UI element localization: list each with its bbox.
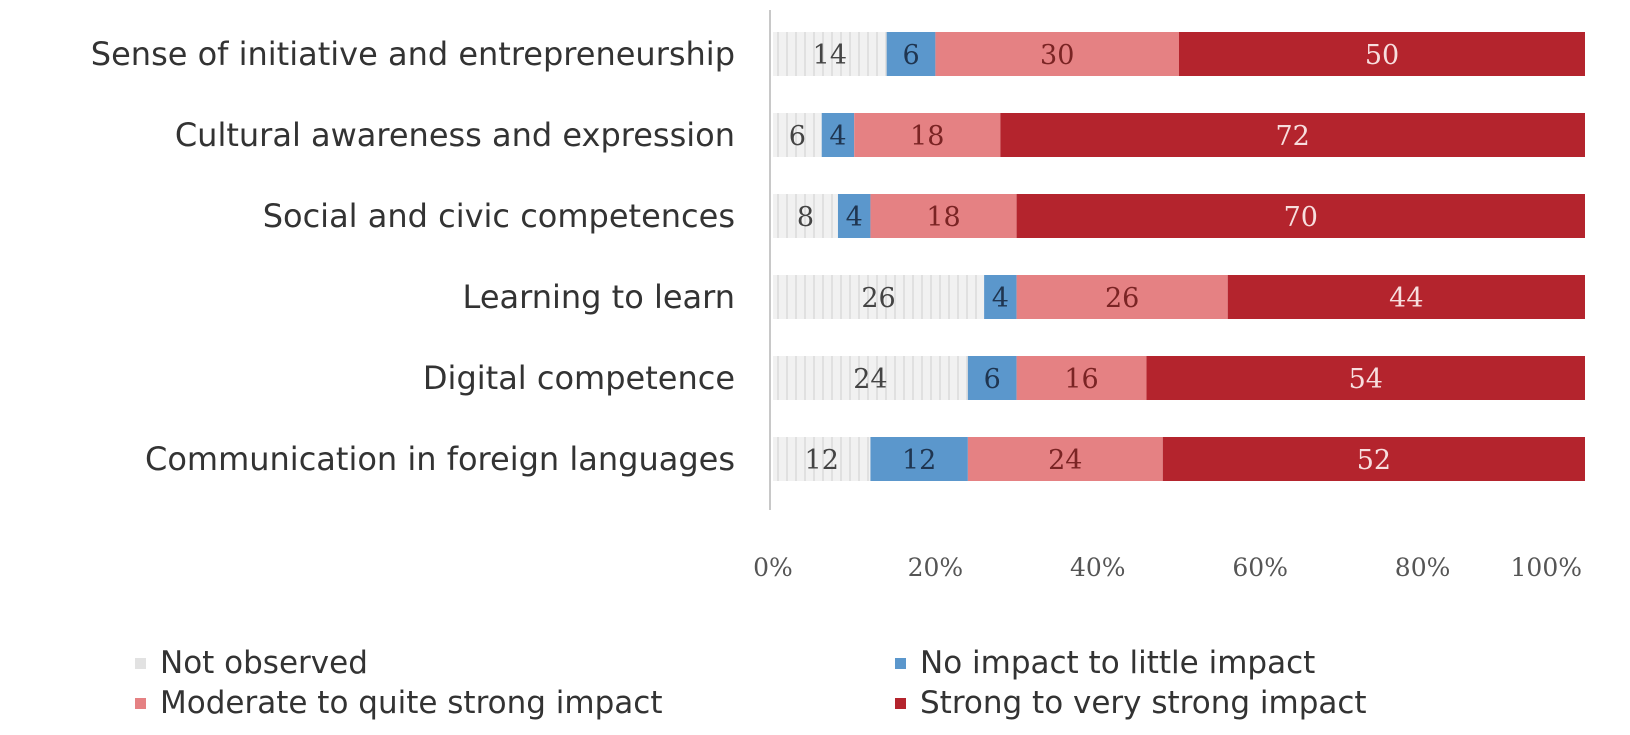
legend-item: No impact to little impact xyxy=(895,645,1315,681)
data-label: 16 xyxy=(1064,364,1098,395)
category-labels: Sense of initiative and entrepreneurship… xyxy=(91,35,735,478)
category-label: Social and civic competences xyxy=(263,197,735,235)
bar-segment xyxy=(1227,275,1585,319)
data-label: 6 xyxy=(902,40,919,71)
legend-label: No impact to little impact xyxy=(920,645,1316,681)
bar-segment xyxy=(1000,113,1585,157)
data-label: 4 xyxy=(846,202,863,233)
data-label: 70 xyxy=(1284,202,1318,233)
x-tick-label: 20% xyxy=(908,553,964,582)
legend-item: Strong to very strong impact xyxy=(895,685,1367,721)
bar-segment xyxy=(837,194,871,238)
data-label: 24 xyxy=(1048,445,1082,476)
legend-label: Not observed xyxy=(160,645,368,681)
bar-segment xyxy=(821,113,855,157)
x-tick-label: 40% xyxy=(1070,553,1126,582)
data-label: 54 xyxy=(1349,364,1383,395)
legend-swatch xyxy=(895,697,906,709)
data-label: 24 xyxy=(853,364,887,395)
bar-segment xyxy=(854,113,1001,157)
x-tick-label: 80% xyxy=(1395,553,1451,582)
data-label: 6 xyxy=(984,364,1001,395)
category-label: Communication in foreign languages xyxy=(145,440,735,478)
data-label: 30 xyxy=(1040,40,1074,71)
bar-segment xyxy=(1162,437,1585,481)
data-label: 8 xyxy=(797,202,814,233)
data-label: 14 xyxy=(813,40,847,71)
bar-segment xyxy=(870,194,1017,238)
data-label: 18 xyxy=(910,121,944,152)
legend-item: Moderate to quite strong impact xyxy=(135,685,662,721)
data-label: 52 xyxy=(1357,445,1391,476)
data-label: 4 xyxy=(992,283,1009,314)
x-tick-label: 0% xyxy=(753,553,793,582)
data-label: 44 xyxy=(1389,283,1423,314)
category-label: Sense of initiative and entrepreneurship xyxy=(91,35,735,73)
legend: Not observed No impact to little impact Mo… xyxy=(135,645,1535,735)
x-axis-ticks: 0% 20% 40% 60% 80% 100% xyxy=(753,553,1582,582)
legend-swatch xyxy=(135,697,146,709)
bar-segment xyxy=(773,32,887,76)
data-label: 6 xyxy=(789,121,806,152)
bar-segment xyxy=(1016,194,1585,238)
bar-segment xyxy=(773,437,871,481)
data-label: 18 xyxy=(926,202,960,233)
bar-segment xyxy=(773,275,985,319)
data-label: 26 xyxy=(861,283,895,314)
bar-segment xyxy=(1016,275,1228,319)
category-label: Digital competence xyxy=(423,359,735,397)
legend-label: Moderate to quite strong impact xyxy=(160,685,663,721)
bar-segment xyxy=(967,437,1163,481)
bar-segment xyxy=(1146,356,1585,400)
legend-label: Strong to very strong impact xyxy=(920,685,1367,721)
bar-segment xyxy=(935,32,1179,76)
category-label: Cultural awareness and expression xyxy=(175,116,735,154)
bar-segment xyxy=(984,275,1017,319)
data-label: 12 xyxy=(805,445,839,476)
legend-swatch xyxy=(135,657,146,669)
data-label: 12 xyxy=(902,445,936,476)
legend-item: Not observed xyxy=(135,645,368,681)
bar-segment xyxy=(967,356,1017,400)
data-label: 4 xyxy=(829,121,846,152)
bar-segment xyxy=(1179,32,1585,76)
bar-segment xyxy=(886,32,936,76)
bar-segment xyxy=(773,194,838,238)
x-tick-label: 100% xyxy=(1511,553,1582,582)
bar-segment xyxy=(773,113,822,157)
data-label: 50 xyxy=(1365,40,1399,71)
category-label: Learning to learn xyxy=(463,278,735,316)
data-label: 72 xyxy=(1276,121,1310,152)
data-label: 26 xyxy=(1105,283,1139,314)
legend-swatch xyxy=(895,657,906,669)
bar-segment xyxy=(870,437,968,481)
x-tick-label: 60% xyxy=(1232,553,1288,582)
bar-segment xyxy=(1016,356,1147,400)
bar-segment xyxy=(773,356,968,400)
